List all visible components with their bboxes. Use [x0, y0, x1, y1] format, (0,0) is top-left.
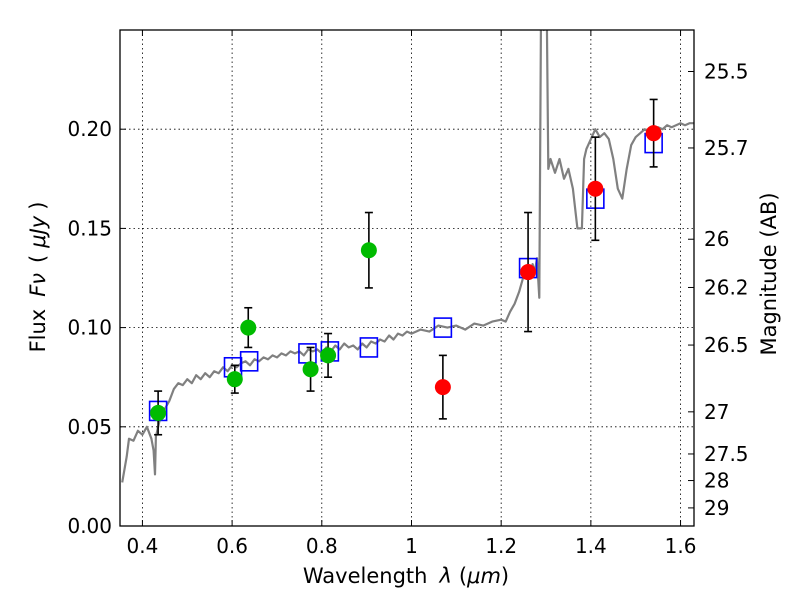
x-tick-label: 1.2 — [485, 534, 517, 558]
y-tick-label: 0.20 — [67, 117, 112, 141]
y-axis-label-text: Flux — [26, 309, 50, 353]
y-tick-label: 0.15 — [67, 216, 112, 240]
y-tick-label: 0.05 — [67, 415, 112, 439]
x-tick-label: 0.4 — [127, 534, 159, 558]
model-flux-square — [359, 337, 379, 358]
plot-frame — [119, 29, 695, 527]
plot-area — [121, 30, 694, 483]
x-axis-unit-open: ( — [459, 564, 467, 588]
x-axis-lambda-symbol: λ — [438, 564, 451, 588]
y2-tick-label: 25.7 — [704, 136, 749, 160]
optical-observation-point — [360, 242, 377, 259]
y2-tick-label: 26.2 — [704, 275, 749, 299]
y2-tick-label: 29 — [704, 496, 729, 520]
y2-tick-label: 27 — [704, 400, 729, 424]
optical-observation-point — [240, 319, 257, 336]
x-tick-label: 0.6 — [216, 534, 248, 558]
model-flux-square — [433, 317, 453, 338]
nir-observation-point — [645, 125, 662, 142]
optical-observation-point — [226, 371, 243, 388]
y-axis-unit: μJy — [26, 215, 50, 249]
x-tick-label: 1 — [405, 534, 418, 558]
optical-observation-point — [150, 404, 167, 421]
y-axis-flux-symbol: Fν — [26, 273, 50, 297]
x-axis-unit-close: ) — [501, 564, 509, 588]
x-tick-label: 1.4 — [575, 534, 607, 558]
y2-tick-label: 26.5 — [704, 333, 749, 357]
nir-observation-point — [434, 379, 451, 396]
x-axis-label-text: Wavelength — [303, 564, 428, 588]
y2-tick-label: 28 — [704, 469, 729, 493]
nir-observation-point — [520, 264, 537, 281]
y2-tick-label: 26 — [704, 227, 729, 251]
x-tick-label: 0.8 — [306, 534, 338, 558]
y-axis-unit-close: ) — [26, 202, 50, 210]
y-axis-unit-open: ( — [26, 255, 50, 263]
y-tick-label: 0.10 — [67, 316, 112, 340]
y-axis-label: Flux Fν ( μJy) — [26, 202, 50, 353]
y2-tick-label: 27.5 — [704, 442, 749, 466]
x-tick-label: 1.6 — [665, 534, 697, 558]
model-spectrum-line — [121, 30, 694, 483]
optical-observation-point — [320, 347, 337, 364]
y2-tick-label: 25.5 — [704, 59, 749, 83]
model-flux-square — [239, 351, 259, 372]
axis-ticks: 0.4 0.6 0.8 1 1.2 1.4 1.6 0.00 0.05 0.10 0.15 0.20 2… — [67, 30, 749, 558]
y2-axis-label: Magnitude (AB) — [757, 192, 781, 355]
x-axis-unit: μm — [466, 564, 501, 588]
x-axis-label: Wavelength λ (μm) — [303, 564, 509, 588]
y-tick-label: 0.00 — [67, 514, 112, 538]
nir-observation-point — [587, 180, 604, 197]
optical-observation-point — [302, 361, 319, 378]
